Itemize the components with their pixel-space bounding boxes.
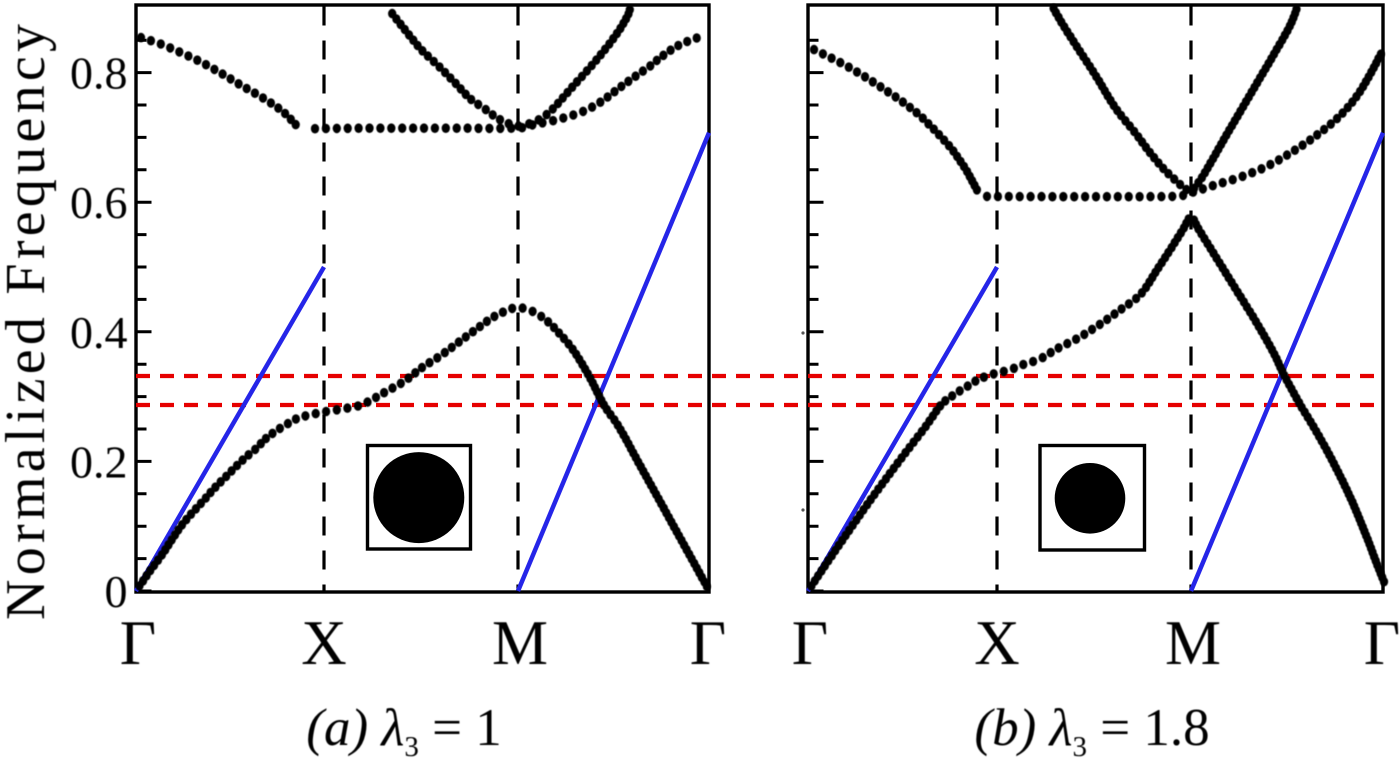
svg-text:Γ: Γ [1364, 608, 1400, 678]
svg-text:Normalized Frequency: Normalized Frequency [0, 24, 57, 620]
svg-text:X: X [301, 608, 347, 678]
svg-text:Γ: Γ [792, 608, 828, 678]
svg-text:0.2: 0.2 [70, 436, 128, 487]
svg-text:M: M [492, 608, 548, 678]
svg-text:0: 0 [105, 566, 128, 617]
svg-text:M: M [1165, 608, 1221, 678]
svg-text:0.6: 0.6 [70, 177, 128, 228]
svg-text:0.4: 0.4 [70, 307, 128, 358]
svg-text:(b) λ3 = 1.8: (b) λ3 = 1.8 [974, 699, 1209, 763]
svg-text:X: X [974, 608, 1020, 678]
svg-text:(a) λ3 = 1: (a) λ3 = 1 [306, 699, 501, 763]
svg-text:Γ: Γ [120, 608, 156, 678]
svg-text:0.8: 0.8 [70, 48, 128, 99]
svg-text:Γ: Γ [690, 608, 726, 678]
